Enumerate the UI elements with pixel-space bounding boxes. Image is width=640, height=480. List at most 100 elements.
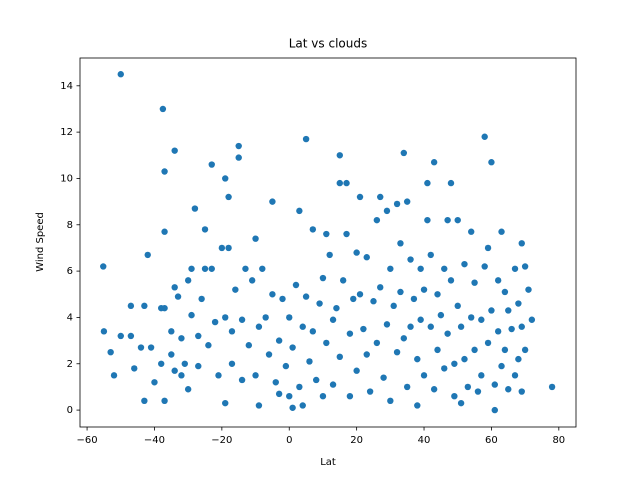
point xyxy=(184,386,192,393)
point xyxy=(363,254,370,261)
point xyxy=(272,379,279,386)
point xyxy=(201,265,209,272)
point xyxy=(171,367,178,374)
y-axis-label: Wind Speed xyxy=(35,212,46,272)
y-tick-label: 10 xyxy=(60,173,73,184)
point xyxy=(511,372,519,379)
x-tick-label: 40 xyxy=(418,435,431,446)
point xyxy=(262,314,269,321)
point xyxy=(141,397,148,405)
point xyxy=(319,274,327,282)
point xyxy=(478,372,485,379)
point xyxy=(228,360,236,367)
point xyxy=(501,288,509,296)
point xyxy=(356,193,364,201)
point xyxy=(397,240,404,247)
point xyxy=(161,168,168,175)
point xyxy=(195,362,202,370)
point xyxy=(478,316,485,323)
point xyxy=(407,323,414,330)
point xyxy=(296,383,303,391)
point xyxy=(373,339,381,347)
point xyxy=(296,207,303,215)
x-tick-label: 0 xyxy=(286,435,292,446)
point xyxy=(447,179,455,187)
point xyxy=(498,228,505,235)
point xyxy=(302,135,310,143)
y-tick-label: 12 xyxy=(60,127,73,138)
point xyxy=(407,256,414,263)
x-tick-label: 20 xyxy=(350,435,363,446)
point xyxy=(488,307,495,314)
point xyxy=(383,321,391,328)
point xyxy=(377,193,384,201)
point xyxy=(430,386,438,393)
point xyxy=(494,328,502,335)
point xyxy=(400,149,408,157)
point xyxy=(353,367,360,374)
point xyxy=(491,381,498,388)
point xyxy=(336,152,343,159)
point xyxy=(481,133,488,140)
point xyxy=(350,295,357,303)
point xyxy=(269,198,276,205)
point xyxy=(252,372,259,379)
point xyxy=(387,397,394,405)
point xyxy=(484,339,492,347)
point xyxy=(343,179,350,187)
point xyxy=(454,216,461,224)
point xyxy=(457,399,465,407)
point xyxy=(430,159,438,166)
x-axis-label: Lat xyxy=(320,457,336,468)
point xyxy=(292,281,300,289)
point xyxy=(329,381,337,388)
point xyxy=(353,249,360,256)
point xyxy=(245,342,253,349)
point xyxy=(222,399,229,407)
point xyxy=(521,263,529,270)
point xyxy=(457,323,465,330)
point xyxy=(441,365,448,372)
point xyxy=(127,332,135,340)
point xyxy=(461,260,468,268)
point xyxy=(228,328,236,335)
point xyxy=(222,175,229,182)
y-tick-label: 14 xyxy=(60,81,73,92)
point xyxy=(481,263,488,270)
point xyxy=(168,351,175,358)
point xyxy=(208,161,215,168)
point xyxy=(275,337,283,344)
point xyxy=(468,314,475,321)
point xyxy=(356,291,364,298)
point xyxy=(188,311,195,319)
point xyxy=(343,230,350,238)
point xyxy=(370,298,377,305)
point xyxy=(100,263,107,270)
point xyxy=(232,286,239,293)
point xyxy=(410,295,418,303)
point xyxy=(238,316,246,323)
point xyxy=(286,314,293,321)
x-tick-label: −40 xyxy=(144,435,165,446)
point xyxy=(144,251,151,259)
point xyxy=(235,154,242,161)
point xyxy=(100,328,108,335)
axes-frame xyxy=(79,57,577,428)
point xyxy=(323,339,330,347)
point xyxy=(313,376,320,384)
point xyxy=(491,406,498,414)
point xyxy=(461,355,468,363)
point xyxy=(131,365,138,372)
point xyxy=(366,388,374,395)
point xyxy=(117,332,124,340)
point xyxy=(377,284,384,291)
point xyxy=(403,383,411,391)
point xyxy=(548,383,556,391)
point xyxy=(255,402,263,409)
point xyxy=(447,277,455,284)
point xyxy=(279,295,286,303)
point xyxy=(494,277,502,284)
x-tick-label: 60 xyxy=(485,435,498,446)
point xyxy=(137,344,145,351)
